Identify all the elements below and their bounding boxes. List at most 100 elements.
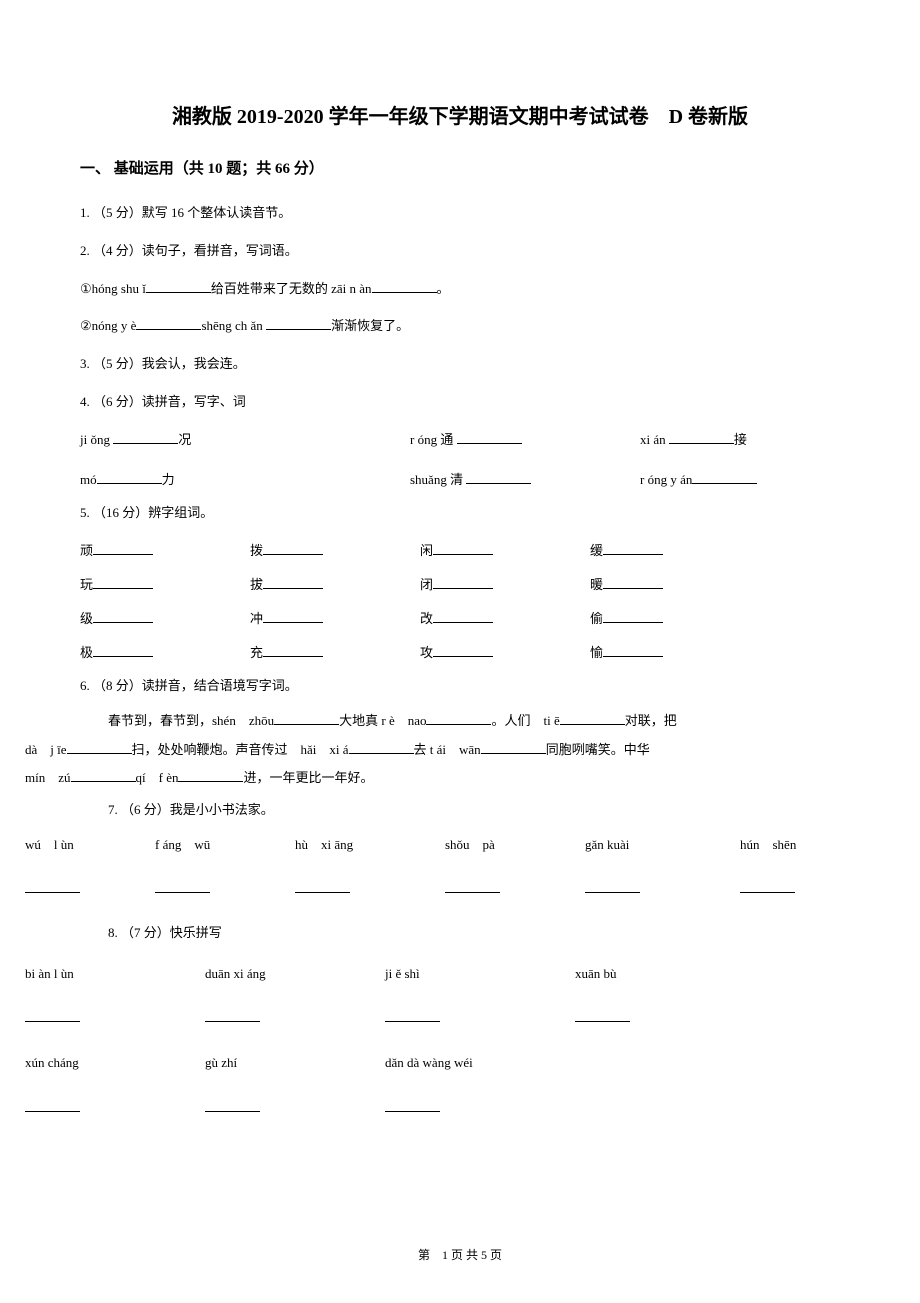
blank[interactable] bbox=[93, 540, 153, 555]
blank[interactable] bbox=[433, 540, 493, 555]
question-1: 1. （5 分）默写 16 个整体认读音节。 bbox=[80, 196, 840, 230]
q6-t10: qí f èn bbox=[136, 770, 179, 785]
blank[interactable] bbox=[25, 1097, 80, 1112]
blank[interactable] bbox=[740, 878, 795, 893]
blank[interactable] bbox=[433, 642, 493, 657]
q8-pinyin: dǎn dà wàng wéi bbox=[385, 1055, 473, 1070]
blank[interactable] bbox=[603, 540, 663, 555]
blank[interactable] bbox=[25, 878, 80, 893]
blank[interactable] bbox=[426, 710, 491, 725]
q5-char: 愉 bbox=[590, 645, 603, 660]
q4-r2c3-pinyin: r óng y án bbox=[640, 472, 692, 487]
blank[interactable] bbox=[385, 1097, 440, 1112]
blank[interactable] bbox=[178, 767, 243, 782]
q5-row2: 玩 拔 闭 暖 bbox=[80, 568, 840, 602]
blank[interactable] bbox=[603, 642, 663, 657]
q7-pinyin: gǎn kuài bbox=[585, 837, 629, 852]
question-6: 6. （8 分）读拼音，结合语境写字词。 bbox=[80, 669, 840, 703]
q4-r1c1-char: 况 bbox=[178, 432, 191, 447]
q5-char: 缓 bbox=[590, 543, 603, 558]
blank[interactable] bbox=[93, 608, 153, 623]
blank[interactable] bbox=[274, 710, 339, 725]
blank[interactable] bbox=[263, 642, 323, 657]
q6-t7: 去 t ái wān bbox=[414, 742, 481, 757]
q8-pinyin: ji ě shì bbox=[385, 966, 420, 981]
q2-l2-c: 渐渐恢复了。 bbox=[331, 318, 409, 333]
question-8: 8. （7 分）快乐拼写 bbox=[80, 916, 840, 950]
q7-pinyin: hún shēn bbox=[740, 837, 796, 852]
blank[interactable] bbox=[575, 1007, 630, 1022]
page-footer: 第 1 页 共 5 页 bbox=[0, 1246, 920, 1263]
blank[interactable] bbox=[25, 1007, 80, 1022]
q5-row4: 极 充 攻 愉 bbox=[80, 636, 840, 670]
q7-row-pinyin: wú l ùn f áng wū hù xi āng shǒu pà gǎn k… bbox=[25, 831, 840, 860]
q8-row2-pinyin: xún cháng gù zhí dǎn dà wàng wéi bbox=[25, 1049, 840, 1078]
q6-t4: 对联，把 bbox=[625, 713, 677, 728]
q5-char: 拔 bbox=[250, 577, 263, 592]
q8-row2-blanks bbox=[25, 1094, 840, 1123]
q6-t3: 。人们 ti ē bbox=[491, 713, 559, 728]
question-5: 5. （16 分）辨字组词。 bbox=[80, 496, 840, 530]
blank[interactable] bbox=[433, 608, 493, 623]
section-header: 一、 基础运用（共 10 题；共 66 分） bbox=[80, 157, 840, 178]
blank[interactable] bbox=[155, 878, 210, 893]
blank[interactable] bbox=[466, 469, 531, 484]
blank[interactable] bbox=[263, 608, 323, 623]
blank[interactable] bbox=[136, 315, 201, 330]
blank[interactable] bbox=[385, 1007, 440, 1022]
question-3: 3. （5 分）我会认，我会连。 bbox=[80, 347, 840, 381]
blank[interactable] bbox=[692, 469, 757, 484]
q5-char: 玩 bbox=[80, 577, 93, 592]
q5-char: 攻 bbox=[420, 645, 433, 660]
q6-t1: 春节到，春节到，shén zhōu bbox=[108, 713, 274, 728]
q5-char: 冲 bbox=[250, 611, 263, 626]
blank[interactable] bbox=[263, 540, 323, 555]
q4-r2c1-pinyin: mó bbox=[80, 472, 97, 487]
blank[interactable] bbox=[93, 574, 153, 589]
q4-r1c3-pinyin: xi án bbox=[640, 432, 666, 447]
q6-t2: 大地真 r è nao bbox=[339, 713, 426, 728]
blank[interactable] bbox=[603, 574, 663, 589]
blank[interactable] bbox=[97, 469, 162, 484]
q5-char: 偷 bbox=[590, 611, 603, 626]
q6-t11: 进，一年更比一年好。 bbox=[243, 770, 373, 785]
blank[interactable] bbox=[67, 739, 132, 754]
q8-pinyin: bi àn l ùn bbox=[25, 966, 74, 981]
blank[interactable] bbox=[71, 767, 136, 782]
q2-l1-c: 。 bbox=[437, 281, 450, 296]
q7-pinyin: f áng wū bbox=[155, 837, 210, 852]
blank[interactable] bbox=[433, 574, 493, 589]
blank[interactable] bbox=[146, 278, 211, 293]
q7-pinyin: shǒu pà bbox=[445, 837, 495, 852]
blank[interactable] bbox=[669, 429, 734, 444]
q5-char: 拨 bbox=[250, 543, 263, 558]
q8-pinyin: xún cháng bbox=[25, 1055, 79, 1070]
q2-l2-b: shēng ch ǎn bbox=[201, 318, 262, 333]
blank[interactable] bbox=[481, 739, 546, 754]
blank[interactable] bbox=[266, 315, 331, 330]
q5-char: 顽 bbox=[80, 543, 93, 558]
blank[interactable] bbox=[457, 429, 522, 444]
q4-row1: ji ǒng 况 r óng 通 xi án 接 bbox=[80, 423, 840, 457]
blank[interactable] bbox=[263, 574, 323, 589]
q8-pinyin: gù zhí bbox=[205, 1055, 237, 1070]
blank[interactable] bbox=[349, 739, 414, 754]
blank[interactable] bbox=[445, 878, 500, 893]
q8-row1-blanks bbox=[25, 1004, 840, 1033]
blank[interactable] bbox=[93, 642, 153, 657]
q7-pinyin: wú l ùn bbox=[25, 837, 74, 852]
question-2-line1: ①hóng shu ǐ给百姓带来了无数的 zāi n àn。 bbox=[80, 272, 840, 306]
blank[interactable] bbox=[205, 1007, 260, 1022]
blank[interactable] bbox=[585, 878, 640, 893]
blank[interactable] bbox=[205, 1097, 260, 1112]
blank[interactable] bbox=[372, 278, 437, 293]
blank[interactable] bbox=[560, 710, 625, 725]
q2-l2-a: ②nóng y è bbox=[80, 318, 136, 333]
q5-char: 暖 bbox=[590, 577, 603, 592]
blank[interactable] bbox=[113, 429, 178, 444]
question-2-line2: ②nóng y è shēng ch ǎn 渐渐恢复了。 bbox=[80, 309, 840, 343]
blank[interactable] bbox=[603, 608, 663, 623]
blank[interactable] bbox=[295, 878, 350, 893]
q4-row2: mó力 shuǎng 清 r óng y án bbox=[80, 463, 840, 497]
q5-char: 改 bbox=[420, 611, 433, 626]
